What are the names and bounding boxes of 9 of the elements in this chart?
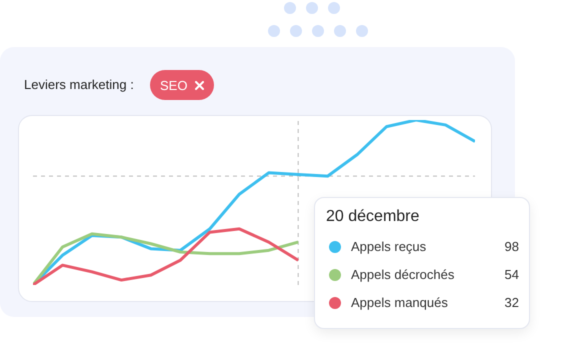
- annotation: 20 décembre: [326, 208, 420, 226]
- text: SEO: [160, 78, 188, 92]
- text: 32: [504, 295, 519, 310]
- legend-label: Appels manqués: [351, 295, 449, 310]
- text: 98: [504, 239, 519, 254]
- text: Leviers marketing :: [24, 77, 134, 92]
- legend-label: Appels décrochés: [351, 267, 456, 282]
- text: 54: [504, 267, 519, 282]
- legend-label: Appels reçus: [351, 239, 428, 254]
